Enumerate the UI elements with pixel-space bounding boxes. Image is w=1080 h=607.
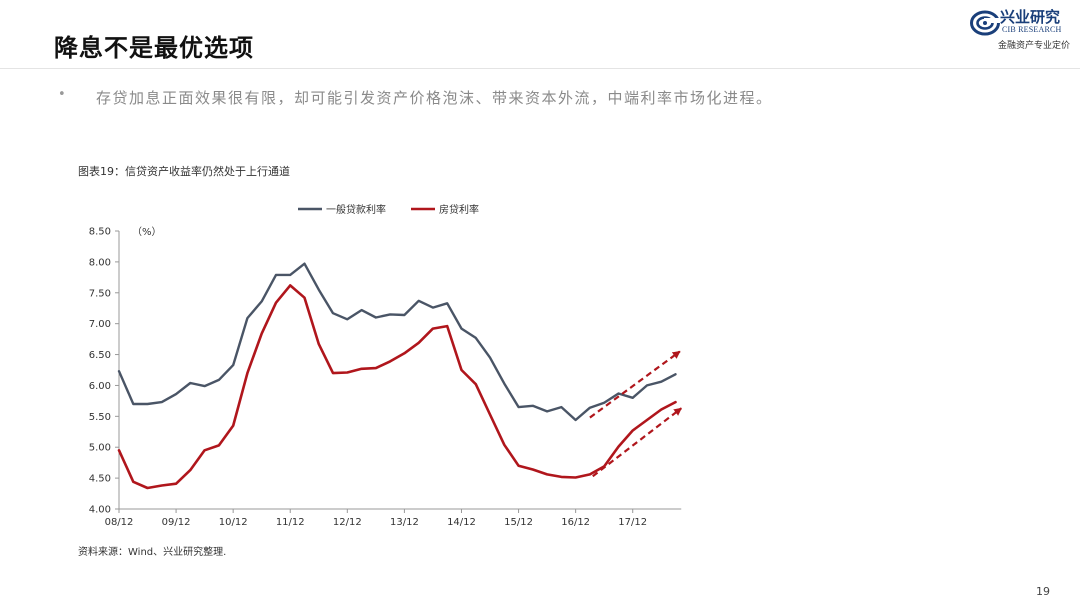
y-tick-label: 6.50 [89,350,111,361]
y-tick-label: 5.50 [89,412,111,423]
chart-source-note: 资料来源：Wind、兴业研究整理. [78,547,227,558]
brand-logo: 兴业研究 CIB RESEARCH [970,6,1074,46]
x-tick-label: 11/12 [276,517,305,528]
logo-tagline: 金融资产专业定价 [998,41,1071,51]
x-tick-label: 08/12 [105,517,134,528]
x-tick-label: 16/12 [561,517,590,528]
bullet-text: 存贷加息正面效果很有限，却可能引发资产价格泡沫、带来资本外流，中端利率市场化进程… [96,89,773,107]
y-tick-label: 4.00 [89,505,111,516]
series-line-mortgage-rate [117,284,677,490]
bullet-marker: • [58,87,66,102]
page-number: 19 [1036,585,1050,598]
legend-general-loan-rate: 一般贷款利率 [298,203,386,216]
y-tick-label: 7.50 [89,288,111,299]
y-tick-label: 7.00 [89,319,111,330]
title-divider [0,68,1080,69]
x-tick-label: 14/12 [447,517,476,528]
y-tick-label: 4.50 [89,474,111,485]
x-tick-label: 10/12 [219,517,248,528]
trend-arrow-upper [589,350,681,419]
logo-english-text: CIB RESEARCH [1002,25,1062,34]
y-tick-label: 8.50 [89,227,111,238]
chart-caption: 图表19：信贷资产收益率仍然处于上行通道 [78,165,290,178]
y-tick-label: 8.00 [89,257,111,268]
legend-label: 一般贷款利率 [326,203,386,216]
x-tick-label: 15/12 [504,517,533,528]
page-title: 降息不是最优选项 [54,34,254,62]
y-tick-label: 5.00 [89,443,111,454]
logo-chinese-text: 兴业研究 [1000,8,1061,26]
y-tick-label: 6.00 [89,381,111,392]
x-tick-label: 12/12 [333,517,362,528]
cib-logo-icon [970,10,1000,36]
trend-arrow-lower [592,407,683,478]
y-unit-label: （%） [132,226,162,238]
x-tick-label: 09/12 [162,517,191,528]
x-tick-label: 13/12 [390,517,419,528]
x-tick-label: 17/12 [618,517,647,528]
series-line-general-loan-rate [117,262,677,422]
legend-label: 房贷利率 [439,203,479,216]
legend-mortgage-rate: 房贷利率 [411,203,479,216]
